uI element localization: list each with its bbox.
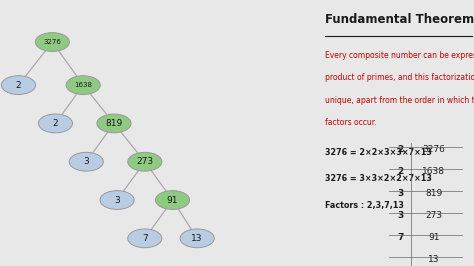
Text: 13: 13 <box>428 255 439 264</box>
Ellipse shape <box>128 229 162 248</box>
Text: 91: 91 <box>167 196 178 205</box>
Ellipse shape <box>128 152 162 171</box>
Text: 7: 7 <box>142 234 148 243</box>
Ellipse shape <box>66 76 100 94</box>
Ellipse shape <box>38 114 73 133</box>
Text: 2: 2 <box>16 81 21 90</box>
Text: 1638: 1638 <box>74 82 92 88</box>
Text: 3276: 3276 <box>44 39 61 45</box>
Text: Every composite number can be expressed as a: Every composite number can be expressed … <box>325 51 474 60</box>
Text: unique, apart from the order in which the prime: unique, apart from the order in which th… <box>325 96 474 105</box>
Text: Factors : 2,3,7,13: Factors : 2,3,7,13 <box>325 201 403 210</box>
Text: 3276 = 2×2×3×3×7×13: 3276 = 2×2×3×3×7×13 <box>325 148 431 157</box>
Ellipse shape <box>69 152 103 171</box>
Text: Fundamental Theorem Of Arithmetic: Fundamental Theorem Of Arithmetic <box>325 13 474 26</box>
Ellipse shape <box>100 191 134 209</box>
Text: 3276: 3276 <box>422 145 445 154</box>
Text: 3: 3 <box>114 196 120 205</box>
Text: 3: 3 <box>397 189 404 198</box>
Text: 2: 2 <box>397 145 404 154</box>
Ellipse shape <box>155 191 190 209</box>
Text: 3: 3 <box>397 211 404 220</box>
Text: 819: 819 <box>425 189 442 198</box>
Ellipse shape <box>36 33 69 51</box>
Text: 819: 819 <box>105 119 123 128</box>
Text: 273: 273 <box>136 157 154 166</box>
Text: 3: 3 <box>83 157 89 166</box>
Text: factors occur.: factors occur. <box>325 118 376 127</box>
Ellipse shape <box>97 114 131 133</box>
Text: 13: 13 <box>191 234 203 243</box>
Text: 2: 2 <box>397 167 404 176</box>
Text: 1638: 1638 <box>422 167 445 176</box>
Text: product of primes, and this factorization is: product of primes, and this factorizatio… <box>325 73 474 82</box>
Text: 2: 2 <box>53 119 58 128</box>
Text: 273: 273 <box>425 211 442 220</box>
Ellipse shape <box>1 76 36 94</box>
Ellipse shape <box>180 229 214 248</box>
Text: 3276 = 3×3×2×2×7×13: 3276 = 3×3×2×2×7×13 <box>325 174 431 183</box>
Text: 7: 7 <box>397 233 404 242</box>
Text: 91: 91 <box>428 233 439 242</box>
